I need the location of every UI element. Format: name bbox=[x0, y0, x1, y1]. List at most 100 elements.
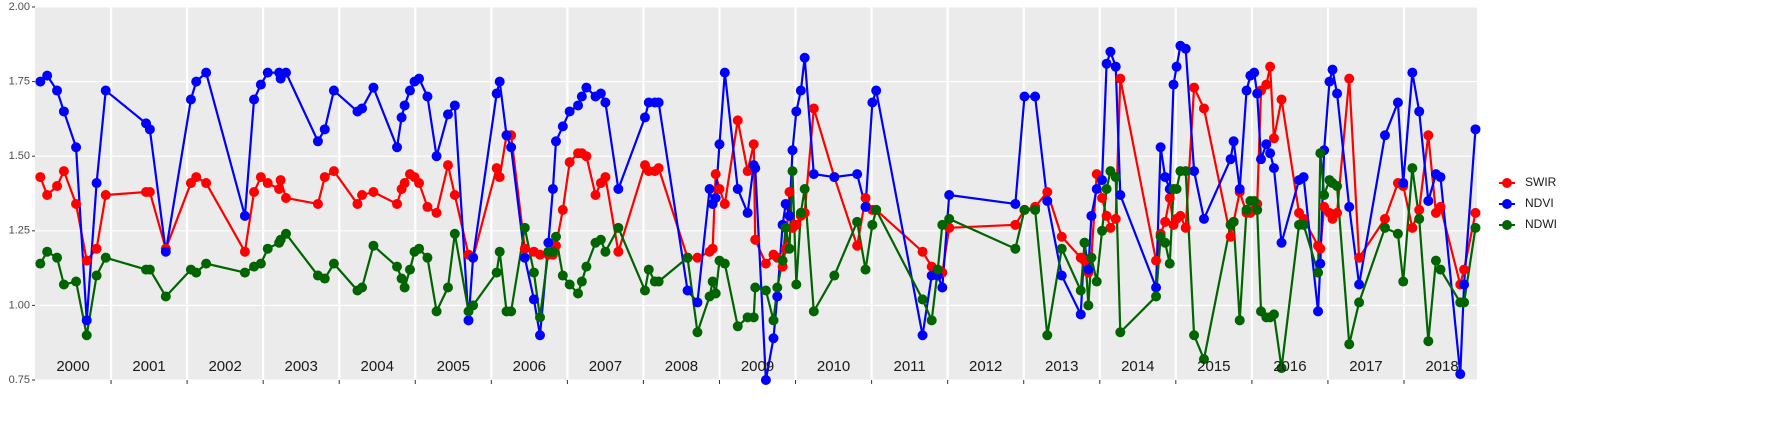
year-label: 2005 bbox=[437, 358, 470, 375]
data-point bbox=[867, 219, 878, 230]
data-point bbox=[1265, 148, 1276, 159]
data-point bbox=[52, 85, 63, 96]
data-point bbox=[1423, 130, 1434, 141]
data-point bbox=[58, 279, 69, 290]
data-point bbox=[719, 258, 730, 269]
data-point bbox=[1225, 231, 1236, 242]
data-point bbox=[1298, 172, 1309, 183]
data-point bbox=[491, 267, 502, 278]
data-point bbox=[275, 175, 286, 186]
series-line bbox=[39, 152, 1477, 370]
data-point bbox=[1414, 106, 1425, 117]
data-point bbox=[1175, 210, 1186, 221]
data-point bbox=[1241, 85, 1252, 96]
data-point bbox=[557, 270, 568, 281]
data-point bbox=[1164, 192, 1175, 203]
data-point bbox=[1180, 222, 1191, 233]
data-point bbox=[1354, 279, 1365, 290]
data-point bbox=[201, 178, 212, 189]
data-point bbox=[613, 246, 624, 257]
data-point bbox=[573, 288, 584, 299]
data-point bbox=[799, 184, 810, 195]
data-point bbox=[1086, 210, 1097, 221]
data-point bbox=[71, 276, 82, 287]
data-point bbox=[160, 246, 171, 257]
year-label: 2004 bbox=[361, 358, 394, 375]
y-tick-label: 1.50 bbox=[9, 150, 30, 162]
data-point bbox=[760, 375, 771, 385]
data-point bbox=[319, 124, 330, 135]
data-point bbox=[714, 139, 725, 150]
legend-label: SWIR bbox=[1525, 175, 1557, 189]
data-point bbox=[1234, 184, 1245, 195]
data-point bbox=[404, 85, 415, 96]
data-point bbox=[1019, 204, 1030, 215]
data-point bbox=[392, 142, 403, 153]
data-point bbox=[1155, 142, 1166, 153]
data-point bbox=[1276, 237, 1287, 248]
data-point bbox=[1091, 184, 1102, 195]
data-point bbox=[784, 187, 795, 198]
data-point bbox=[1198, 103, 1209, 114]
data-point bbox=[1315, 258, 1326, 269]
data-point bbox=[191, 267, 202, 278]
data-point bbox=[1276, 363, 1287, 374]
data-point bbox=[81, 255, 92, 266]
data-point bbox=[1083, 300, 1094, 311]
data-point bbox=[784, 243, 795, 254]
data-point bbox=[144, 264, 155, 275]
legend-swatch bbox=[1502, 199, 1512, 209]
data-point bbox=[262, 67, 273, 78]
data-point bbox=[1160, 216, 1171, 227]
data-point bbox=[917, 330, 928, 341]
data-point bbox=[494, 76, 505, 87]
data-point bbox=[35, 76, 46, 87]
data-point bbox=[1423, 195, 1434, 206]
legend-label: NDVI bbox=[1525, 196, 1554, 210]
data-point bbox=[760, 285, 771, 296]
data-point bbox=[528, 294, 539, 305]
data-point bbox=[392, 261, 403, 272]
data-point bbox=[1180, 166, 1191, 177]
year-label: 2012 bbox=[969, 358, 1002, 375]
data-point bbox=[1398, 178, 1409, 189]
data-point bbox=[1097, 192, 1108, 203]
data-point bbox=[653, 163, 664, 174]
data-point bbox=[772, 291, 783, 302]
year-label: 2013 bbox=[1045, 358, 1078, 375]
data-point bbox=[422, 252, 433, 263]
y-tick-label: 1.00 bbox=[9, 299, 30, 311]
data-point bbox=[600, 97, 611, 108]
data-point bbox=[1379, 130, 1390, 141]
data-point bbox=[42, 246, 53, 257]
data-point bbox=[1171, 61, 1182, 72]
data-point bbox=[595, 234, 606, 245]
y-tick-label: 2.00 bbox=[9, 1, 30, 13]
data-point bbox=[1379, 213, 1390, 224]
data-point bbox=[1315, 243, 1326, 254]
data-point bbox=[1344, 201, 1355, 212]
data-point bbox=[1010, 198, 1021, 209]
data-point bbox=[1110, 172, 1121, 183]
data-point bbox=[1398, 276, 1409, 287]
data-point bbox=[1268, 309, 1279, 320]
data-point bbox=[280, 228, 291, 239]
data-point bbox=[422, 201, 433, 212]
data-point bbox=[35, 258, 46, 269]
data-point bbox=[506, 306, 517, 317]
data-point bbox=[58, 166, 69, 177]
year-label: 2014 bbox=[1121, 358, 1154, 375]
data-point bbox=[1315, 148, 1326, 159]
data-point bbox=[255, 172, 266, 183]
data-point bbox=[860, 264, 871, 275]
data-point bbox=[772, 282, 783, 293]
data-point bbox=[255, 258, 266, 269]
data-point bbox=[431, 151, 442, 162]
data-point bbox=[1086, 252, 1097, 263]
data-point bbox=[262, 243, 273, 254]
data-point bbox=[255, 79, 266, 90]
data-point bbox=[1056, 243, 1067, 254]
data-point bbox=[787, 166, 798, 177]
data-point bbox=[1198, 354, 1209, 365]
